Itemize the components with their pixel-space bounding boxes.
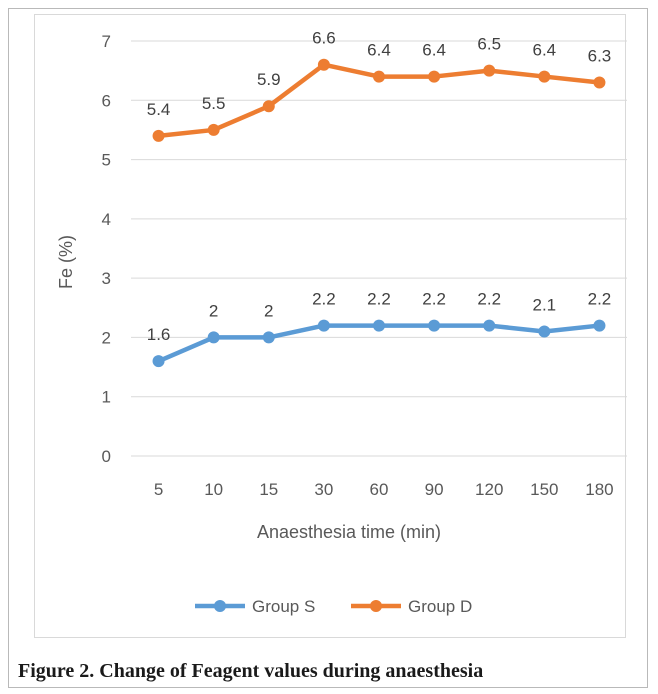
x-tick-label: 180 (585, 480, 613, 499)
data-label: 6.3 (588, 47, 612, 66)
y-tick-label: 2 (102, 328, 111, 347)
data-point (593, 319, 606, 332)
x-tick-label: 15 (259, 480, 278, 499)
data-point (262, 100, 275, 113)
data-label: 2.2 (312, 290, 336, 309)
x-axis-title: Anaesthesia time (min) (257, 522, 441, 542)
data-label: 6.5 (477, 35, 501, 54)
data-label: 2 (264, 301, 273, 320)
x-tick-labels: 5 10 15 30 60 90 120 150 180 (154, 480, 614, 499)
data-label: 6.4 (422, 41, 446, 60)
y-tick-label: 7 (102, 32, 111, 51)
y-tick-label: 5 (102, 151, 111, 170)
x-tick-label: 150 (530, 480, 558, 499)
y-axis-title: Fe (%) (56, 235, 76, 289)
x-tick-label: 30 (314, 480, 333, 499)
x-tick-label: 120 (475, 480, 503, 499)
data-label: 1.6 (147, 325, 171, 344)
data-label: 5.9 (257, 70, 281, 89)
data-point (428, 319, 441, 332)
legend-label: Group D (408, 597, 472, 616)
figure-caption: Figure 2. Change of Feagent values durin… (18, 660, 484, 682)
data-point (428, 70, 441, 83)
data-point (538, 70, 551, 83)
x-tick-label: 10 (204, 480, 223, 499)
data-point (373, 319, 385, 332)
figure-frame (8, 8, 648, 688)
x-tick-label: 5 (154, 480, 163, 499)
data-label: 2.2 (422, 290, 446, 309)
data-point (317, 319, 330, 332)
y-tick-label: 6 (102, 91, 111, 110)
legend: Group S Group D (195, 597, 472, 616)
x-tick-label: 60 (370, 480, 389, 499)
y-tick-label: 1 (102, 388, 111, 407)
data-label: 2.2 (477, 290, 501, 309)
chart-area (34, 14, 626, 638)
data-label: 2.2 (588, 290, 612, 309)
data-point (483, 64, 496, 77)
series-lines (152, 58, 606, 368)
data-point (207, 331, 220, 344)
y-tick-labels: 0 1 2 3 4 5 6 7 (102, 32, 111, 466)
data-point (262, 331, 275, 344)
data-label: 2.1 (533, 296, 557, 315)
data-point (207, 123, 220, 136)
y-tick-label: 0 (102, 447, 111, 466)
legend-label: Group S (252, 597, 315, 616)
data-label: 2 (209, 301, 218, 320)
x-tick-label: 90 (425, 480, 444, 499)
data-point (483, 319, 496, 332)
data-point (317, 58, 330, 71)
y-tick-label: 3 (102, 269, 111, 288)
data-point (373, 70, 385, 83)
legend-marker (214, 600, 226, 612)
data-labels: 1.6 2 2 2.2 2.2 2.2 2.2 2.1 2.2 5.4 5.5 5.9 6.6 6.4 6.… (147, 29, 612, 344)
data-label: 5.5 (202, 94, 226, 113)
data-label: 6.4 (533, 41, 557, 60)
data-label: 2.2 (367, 290, 391, 309)
data-label: 6.6 (312, 29, 336, 48)
y-tick-label: 4 (102, 210, 111, 229)
data-label: 6.4 (367, 41, 391, 60)
data-label: 5.4 (147, 100, 171, 119)
data-point (593, 76, 606, 89)
legend-marker (370, 600, 382, 612)
data-point (538, 325, 551, 338)
data-point (152, 129, 165, 142)
data-point (152, 355, 165, 368)
